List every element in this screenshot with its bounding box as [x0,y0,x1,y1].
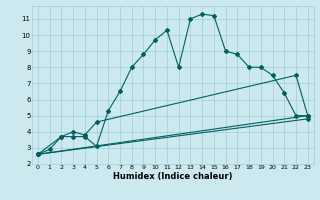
X-axis label: Humidex (Indice chaleur): Humidex (Indice chaleur) [113,172,233,181]
